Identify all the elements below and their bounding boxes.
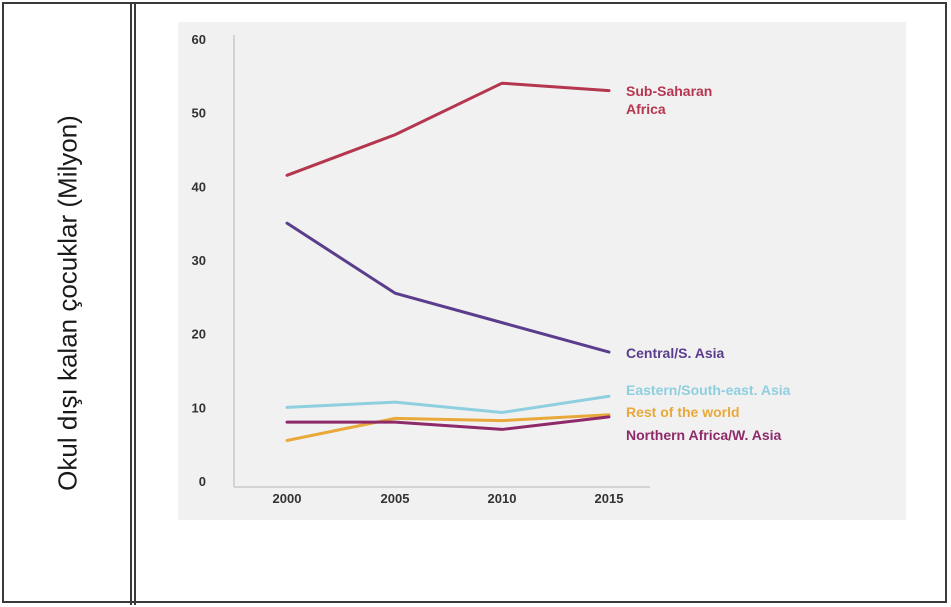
series-label: Northern Africa/W. Asia <box>626 427 782 443</box>
x-tick-label: 2010 <box>488 491 517 506</box>
y-tick-label: 10 <box>192 400 206 415</box>
x-tick-label: 2005 <box>381 491 410 506</box>
series-line <box>285 221 611 354</box>
series-label: Africa <box>626 101 666 117</box>
y-tick-label: 50 <box>192 106 206 121</box>
y-tick-label: 60 <box>192 32 206 47</box>
y-tick-label: 20 <box>192 327 206 342</box>
y-tick-label: 30 <box>192 253 206 268</box>
x-tick-label: 2000 <box>273 491 302 506</box>
series-label: Central/S. Asia <box>626 345 725 361</box>
series-line <box>285 394 611 414</box>
series-line <box>285 413 611 442</box>
x-tick-label: 2015 <box>595 491 624 506</box>
y-tick-label: 40 <box>192 179 206 194</box>
column-divider <box>130 2 136 605</box>
series-label: Eastern/South-east. Asia <box>626 382 791 398</box>
y-tick-label: 0 <box>199 474 206 489</box>
series-line <box>285 415 611 431</box>
series-line <box>285 81 611 177</box>
series-label: Sub-Saharan <box>626 83 712 99</box>
series-label: Rest of the world <box>626 404 740 420</box>
